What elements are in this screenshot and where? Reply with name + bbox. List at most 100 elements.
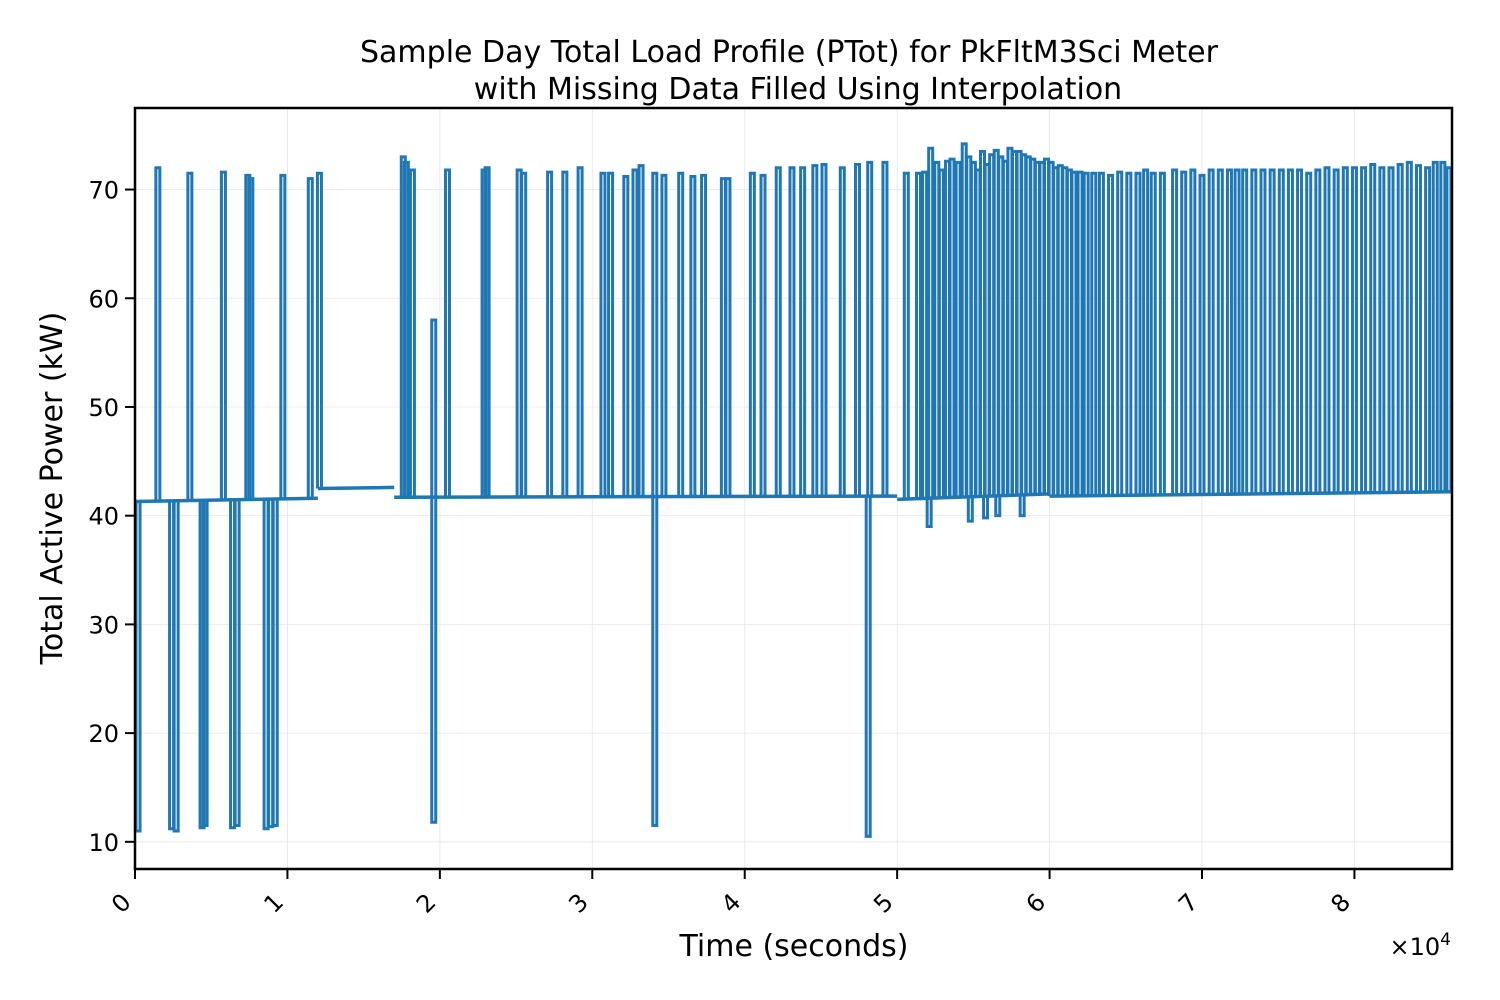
series-spike-up [1378, 166, 1386, 493]
x-tick-label: 5 [868, 888, 899, 919]
y-tick-label: 40 [88, 503, 119, 531]
series-spike-up [820, 163, 828, 497]
series-spike-up [599, 171, 607, 497]
y-tick-label: 50 [88, 394, 119, 422]
y-tick-label: 10 [88, 829, 119, 857]
series-spike-up [1198, 173, 1206, 495]
series-spike-up [700, 173, 708, 497]
series-spike-up [1277, 168, 1285, 494]
chart-subtitle: with Missing Data Filled Using Interpola… [474, 72, 1122, 107]
series-spike-up [854, 163, 862, 497]
series-spike-up [1070, 170, 1078, 496]
series-spike-down [966, 496, 974, 523]
series-spike-down [430, 497, 438, 824]
series-spike-down [982, 496, 990, 520]
series-spike-up [1431, 160, 1439, 492]
x-tick-label: 1 [258, 888, 289, 919]
series-spike-up [927, 146, 935, 499]
y-tick-label: 70 [88, 177, 119, 205]
series-spike-up [1125, 171, 1133, 496]
series-spike-up [1082, 171, 1090, 496]
series-spike-up [561, 170, 569, 497]
series-spike-up [799, 166, 807, 497]
series-spike-up [1414, 164, 1422, 493]
x-tick-label: 8 [1325, 888, 1356, 919]
series-spike-up [1268, 168, 1276, 494]
series-spike-up [759, 173, 767, 497]
x-axis-label: Time (seconds) [679, 929, 909, 964]
series-spike-up [1233, 168, 1241, 495]
x-tick-label: 2 [411, 888, 442, 919]
series-spike-down [201, 500, 209, 828]
series-spike-up [1158, 171, 1166, 495]
x-axis-multiplier: ×104 [1390, 930, 1451, 961]
series-spike-up [689, 174, 697, 497]
series-spike-up [1439, 160, 1447, 492]
series-spike-up [1341, 166, 1349, 493]
x-tick-label: 0 [106, 888, 137, 919]
series-baseline [317, 485, 395, 491]
series-spike-up [306, 177, 314, 499]
series-spike-up [408, 168, 416, 498]
series-spike-up [651, 171, 659, 497]
series-spike-up [1116, 170, 1124, 496]
series-spike-up [660, 173, 668, 497]
series-spike-up [430, 318, 438, 498]
series-spike-up [279, 173, 287, 499]
series-spike-up [1207, 168, 1215, 495]
series-spike-up [1424, 166, 1432, 493]
series-spike-down [271, 499, 279, 828]
series-spike-up [315, 171, 323, 489]
series-spike-up [838, 166, 846, 497]
series-spike-up [1250, 168, 1258, 494]
series-spike-down [925, 498, 933, 529]
series-spike-up [1142, 168, 1150, 496]
series-spike-down [172, 500, 180, 833]
series-spike-up [1396, 163, 1404, 493]
x-tick-label: 4 [716, 888, 747, 919]
series-spike-up [1323, 166, 1331, 494]
series-spike-up [748, 171, 756, 497]
series-spike-up [937, 168, 945, 498]
series-spike-up [811, 164, 819, 497]
series-spike-up [622, 174, 630, 497]
series-spike-down [651, 496, 659, 828]
x-tick-label: 6 [1021, 888, 1052, 919]
series-spike-up [1259, 168, 1267, 494]
y-tick-label: 30 [88, 611, 119, 639]
series-spike-up [866, 160, 874, 497]
series-spike-down [233, 499, 241, 828]
series-spike-up [1107, 173, 1115, 496]
series-spike-down [864, 496, 872, 838]
series-spike-up [483, 166, 491, 497]
series-spike-up [1189, 168, 1197, 495]
series-spike-up [1225, 168, 1233, 495]
series-spike-up [948, 157, 956, 498]
series-spike-up [1332, 168, 1340, 494]
series-spike-up [443, 168, 451, 498]
series-spike-up [1149, 171, 1157, 495]
series-spike-up [881, 160, 889, 497]
series-spike-up [1097, 171, 1105, 496]
series-spike-up [219, 170, 227, 500]
series-spike-up [520, 171, 528, 497]
y-tick-label: 20 [88, 720, 119, 748]
series-spike-up [1405, 160, 1413, 493]
series-baseline [394, 494, 898, 499]
series-spike-up [1369, 163, 1377, 493]
series-spike-up [1445, 166, 1453, 492]
series-spike-up [154, 166, 162, 502]
series-spike-up [1387, 166, 1395, 493]
series-spike-up [607, 171, 615, 497]
series-spike-up [1216, 168, 1224, 495]
series-spike-up [1350, 166, 1358, 493]
series-spike-up [677, 171, 685, 497]
series-spike-up [631, 168, 639, 497]
series-spike-up [186, 171, 194, 501]
series-spike-up [1360, 166, 1368, 493]
series-spike-up [1076, 170, 1084, 496]
series-spike-up [1180, 170, 1188, 495]
series-spike-up [914, 171, 922, 499]
series-spike-up [1296, 168, 1304, 494]
